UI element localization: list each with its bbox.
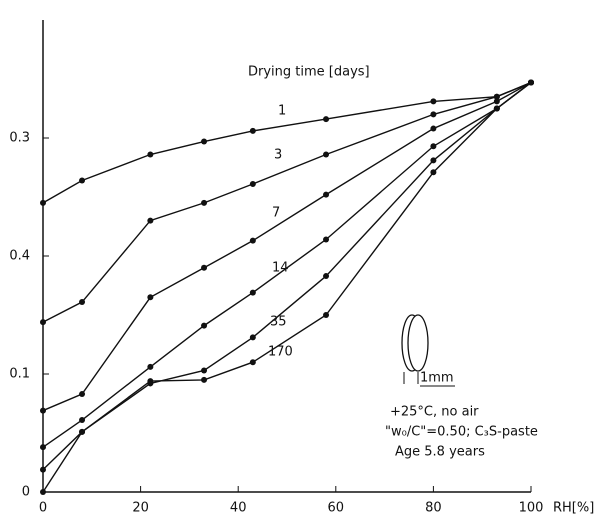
data-point bbox=[79, 417, 86, 424]
series-label: 170 bbox=[268, 345, 293, 360]
annotation: Age 5.8 years bbox=[395, 445, 485, 460]
data-point bbox=[249, 127, 256, 134]
data-point bbox=[79, 177, 86, 184]
data-point bbox=[249, 334, 256, 341]
data-point bbox=[249, 237, 256, 244]
data-point bbox=[493, 98, 500, 105]
annotation: +25°C, no air bbox=[390, 405, 479, 420]
data-point bbox=[201, 367, 208, 374]
data-point bbox=[201, 264, 208, 271]
data-point bbox=[147, 151, 154, 158]
x-tick-label: 40 bbox=[230, 501, 247, 516]
data-point bbox=[40, 466, 46, 473]
data-point bbox=[323, 312, 330, 318]
series-label: 1 bbox=[278, 104, 286, 119]
data-point bbox=[201, 322, 208, 329]
y-tick-label: 0.4 bbox=[9, 249, 30, 264]
data-point bbox=[147, 378, 154, 385]
data-point bbox=[430, 98, 437, 105]
data-point bbox=[323, 151, 330, 158]
x-tick-label: 0 bbox=[39, 501, 47, 516]
x-tick-label: 60 bbox=[328, 501, 345, 516]
data-point bbox=[40, 199, 46, 206]
data-point bbox=[201, 138, 208, 145]
data-point bbox=[249, 289, 256, 296]
data-point bbox=[493, 105, 500, 112]
data-point bbox=[40, 319, 46, 326]
x-tick-label: 20 bbox=[132, 501, 149, 516]
x-tick-label: 80 bbox=[425, 501, 442, 516]
data-point bbox=[430, 169, 437, 176]
series-label: 7 bbox=[272, 206, 280, 221]
data-point bbox=[323, 236, 330, 243]
data-point bbox=[147, 217, 154, 224]
data-point bbox=[40, 444, 46, 451]
series-label: 14 bbox=[272, 261, 289, 276]
data-point bbox=[201, 376, 208, 383]
data-point bbox=[249, 181, 256, 188]
data-point bbox=[528, 79, 534, 86]
data-point bbox=[430, 143, 437, 150]
series-line bbox=[42, 81, 532, 204]
data-point bbox=[430, 157, 437, 164]
data-point bbox=[430, 111, 437, 118]
y-tick-label: 0.3 bbox=[9, 131, 30, 146]
data-point bbox=[147, 294, 154, 301]
series-label: 35 bbox=[270, 315, 287, 330]
annotation: "w₀/C"=0.50; C₃S-paste bbox=[385, 425, 538, 440]
data-point bbox=[147, 363, 154, 370]
data-point bbox=[493, 93, 500, 100]
legend-title: Drying time [days] bbox=[248, 65, 370, 80]
data-point bbox=[249, 359, 256, 366]
series-label: 3 bbox=[274, 148, 282, 163]
data-point bbox=[323, 116, 330, 123]
data-point bbox=[430, 125, 437, 132]
data-point bbox=[79, 299, 86, 306]
annotation: 1mm bbox=[420, 371, 454, 386]
data-point bbox=[323, 191, 330, 198]
y-tick-label: 0 bbox=[22, 485, 30, 500]
y-tick-label: 0.1 bbox=[9, 367, 30, 382]
disc-icon bbox=[401, 314, 455, 387]
data-point bbox=[323, 273, 330, 280]
data-point bbox=[79, 428, 86, 435]
data-point bbox=[40, 407, 46, 414]
x-axis-label: RH[%] bbox=[553, 501, 594, 516]
data-point bbox=[79, 391, 86, 398]
data-point bbox=[201, 199, 208, 206]
data-point bbox=[40, 489, 46, 495]
x-tick-label: 100 bbox=[519, 501, 544, 516]
